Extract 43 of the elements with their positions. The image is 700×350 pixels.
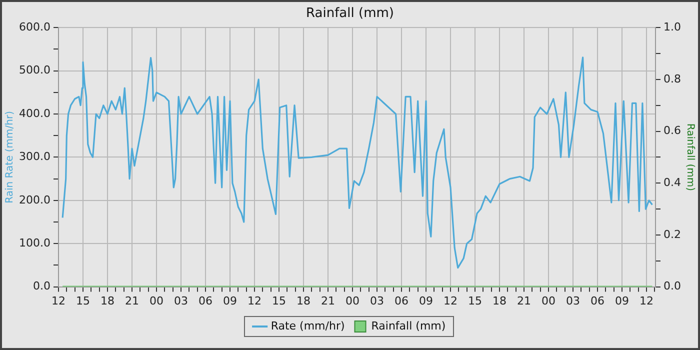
x-tick-label: 03 (566, 294, 580, 308)
y-tick-label: 300.0 (18, 150, 50, 164)
x-tick-label: 12 (444, 294, 458, 308)
x-tick-label: 12 (51, 294, 66, 308)
x-tick-label: 03 (370, 294, 384, 308)
y-tick-label: 500.0 (18, 64, 50, 77)
y2-tick-label: 0.4 (664, 176, 682, 189)
y-tick-label: 400.0 (18, 106, 50, 120)
y-axis-title: Rain Rate (mm/hr) (4, 110, 16, 204)
x-tick-label: 15 (468, 294, 482, 308)
x-tick-label: 21 (517, 294, 532, 308)
legend-label: Rate (mm/hr) (270, 319, 345, 332)
y2-axis-title: Rainfall (mm) (684, 123, 696, 192)
x-tick-label: 09 (223, 294, 237, 308)
x-tick-label: 15 (76, 294, 90, 308)
x-tick-label: 00 (149, 294, 164, 308)
x-tick-label: 12 (248, 294, 262, 308)
y-tick-label: 200.0 (18, 193, 50, 206)
y-tick-label: 100.0 (18, 236, 50, 250)
y2-tick-label: 1.0 (664, 20, 682, 34)
y2-tick-label: 0.6 (664, 124, 682, 138)
x-tick-label: 21 (321, 294, 336, 308)
y-tick-label: 0.0 (32, 280, 50, 293)
y2-tick-label: 0.2 (664, 228, 682, 241)
y2-tick-label: 0.0 (664, 280, 682, 293)
x-tick-label: 06 (590, 294, 605, 308)
x-tick-label: 09 (419, 294, 434, 308)
x-tick-label: 21 (124, 294, 139, 308)
y-tick-label: 600.0 (18, 20, 50, 34)
x-tick-label: 06 (198, 294, 212, 308)
x-tick-label: 00 (346, 294, 360, 308)
x-tick-label: 06 (394, 294, 409, 308)
x-tick-label: 18 (492, 294, 507, 308)
x-tick-label: 03 (174, 294, 188, 308)
x-tick-label: 00 (542, 294, 556, 308)
x-tick-label: 09 (615, 294, 630, 308)
y2-tick-label: 0.8 (664, 72, 682, 86)
chart-title: Rainfall (mm) (306, 6, 394, 22)
x-tick-label: 18 (100, 294, 114, 308)
x-tick-label: 15 (272, 294, 286, 308)
legend-label: Rainfall (mm) (371, 319, 446, 332)
x-tick-label: 18 (296, 294, 311, 308)
x-tick-label: 12 (640, 294, 654, 308)
